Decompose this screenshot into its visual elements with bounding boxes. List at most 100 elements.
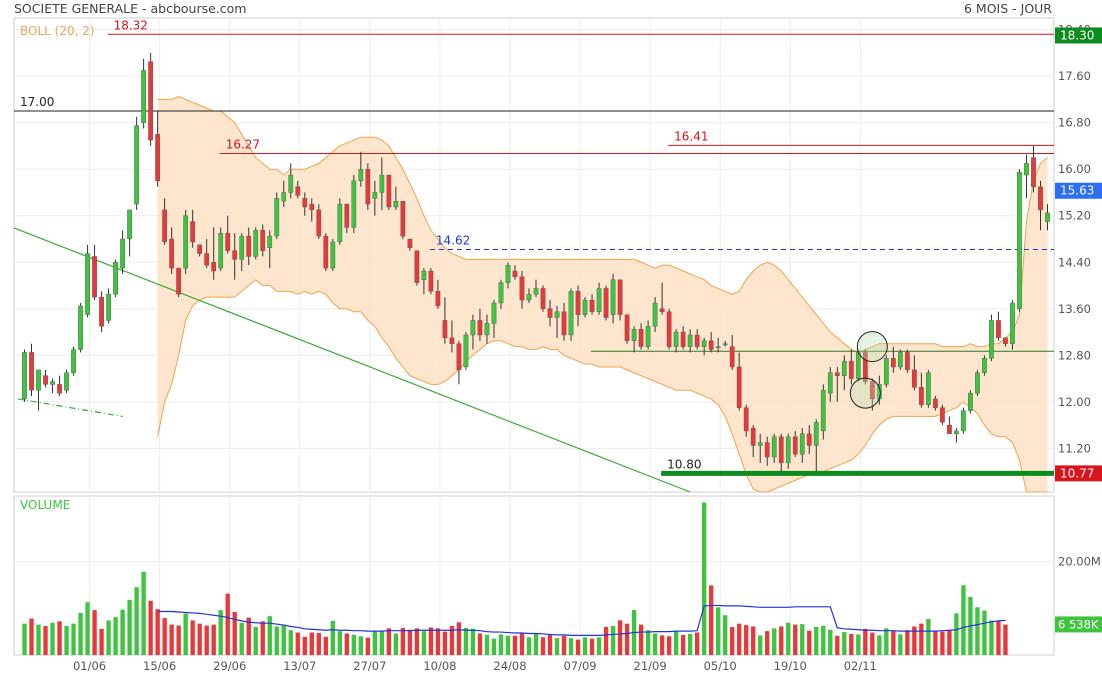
candle-body xyxy=(533,288,539,295)
bollinger-lower xyxy=(157,279,1048,493)
bollinger-fill xyxy=(157,96,1048,493)
volume-bar xyxy=(141,571,146,655)
volume-bar xyxy=(996,621,1001,655)
candle-body xyxy=(799,433,805,455)
volume-bar xyxy=(393,633,399,655)
price-badge-text: 15.63 xyxy=(1060,184,1094,198)
candle-body xyxy=(554,311,560,318)
candle-body xyxy=(862,352,868,382)
period-label[interactable]: 6 MOIS - JOUR xyxy=(964,1,1052,16)
volume-bar xyxy=(239,622,244,655)
candle-body xyxy=(919,387,924,405)
volume-bar xyxy=(1003,624,1008,655)
volume-bar xyxy=(358,636,364,655)
volume-bar xyxy=(723,615,728,655)
candle-body xyxy=(680,331,686,347)
volume-bar xyxy=(975,607,980,655)
volume-bar xyxy=(772,628,777,655)
volume-bar xyxy=(624,623,630,655)
candle-body xyxy=(463,334,469,368)
volume-bar xyxy=(253,626,258,655)
candle-body xyxy=(659,308,665,312)
bollinger-upper xyxy=(157,95,1048,353)
candle-body xyxy=(71,349,76,373)
candle-body xyxy=(183,215,189,269)
volume-bar xyxy=(148,600,153,655)
candle-body xyxy=(673,331,679,347)
volume-bar xyxy=(407,629,413,655)
volume-bar xyxy=(162,618,167,655)
x-tick-label: 29/06 xyxy=(213,659,246,673)
level-label: 16.27 xyxy=(226,138,260,152)
volume-bar xyxy=(793,624,798,655)
volume-bar xyxy=(92,610,97,655)
candle-body xyxy=(778,436,784,464)
candle-body xyxy=(596,288,602,312)
candle-body xyxy=(652,302,658,327)
price-badge-text: 10.77 xyxy=(1060,466,1094,480)
volume-bar xyxy=(323,636,328,655)
candle-body xyxy=(883,358,889,385)
volume-bar xyxy=(218,610,223,655)
candle-body xyxy=(22,352,27,400)
candle-body xyxy=(414,250,420,283)
volume-bar xyxy=(64,626,69,655)
volume-bar xyxy=(877,635,882,655)
candle-body xyxy=(29,352,34,391)
candle-body xyxy=(85,253,90,315)
candle-body xyxy=(155,134,161,182)
candle-body xyxy=(288,174,294,193)
candle-body xyxy=(722,343,728,346)
candle-body xyxy=(645,326,651,347)
candle-body xyxy=(708,340,714,350)
candle-body xyxy=(638,328,644,347)
candle-body xyxy=(617,279,623,315)
candle-body xyxy=(274,198,280,237)
candle-body xyxy=(491,302,497,324)
bollinger-band xyxy=(157,95,1048,493)
chart-labels: 18.32 17.00 16.27 16.41 14.62 10.80 18.30 15.63… xyxy=(20,18,1102,633)
candle-body xyxy=(848,360,854,379)
candle-body xyxy=(519,276,525,301)
volume-bar xyxy=(603,626,609,655)
volume-bar xyxy=(260,621,265,655)
candle-body xyxy=(365,169,371,205)
price-tick-label: 13.60 xyxy=(1058,302,1091,316)
volume-bar xyxy=(596,637,602,655)
annotation-circle xyxy=(856,331,888,363)
candle-body xyxy=(947,424,952,435)
volume-bar xyxy=(232,611,237,655)
volume-bar xyxy=(344,633,349,655)
candle-body xyxy=(302,198,308,208)
volume-bar xyxy=(428,627,434,655)
volume-bar xyxy=(169,624,174,655)
volume-bar xyxy=(183,613,188,655)
volume-bar xyxy=(204,625,209,655)
volume-bar xyxy=(225,593,230,655)
candle-body xyxy=(407,238,413,248)
candle-body xyxy=(141,70,146,123)
volume-bar xyxy=(365,637,371,655)
candle-body xyxy=(687,334,693,347)
volume-bar xyxy=(155,609,160,655)
candle-body xyxy=(911,369,917,388)
volume-bar xyxy=(961,585,966,655)
volume-bar xyxy=(701,502,707,655)
volume-bar xyxy=(211,624,216,655)
candlestick-series xyxy=(22,52,1050,472)
candle-body xyxy=(989,320,994,359)
x-tick-label: 24/08 xyxy=(493,659,526,673)
volume-bar xyxy=(933,630,938,655)
volume-bar xyxy=(744,625,749,655)
candle-body xyxy=(1024,163,1029,176)
x-tick-label: 01/06 xyxy=(73,659,106,673)
candle-body xyxy=(743,407,749,432)
candle-body xyxy=(996,320,1001,339)
candle-body xyxy=(393,201,399,208)
candle-body xyxy=(120,238,125,269)
candle-body xyxy=(204,253,210,266)
candle-body xyxy=(470,320,476,336)
volume-bar xyxy=(905,630,910,655)
volume-bar xyxy=(547,634,553,655)
